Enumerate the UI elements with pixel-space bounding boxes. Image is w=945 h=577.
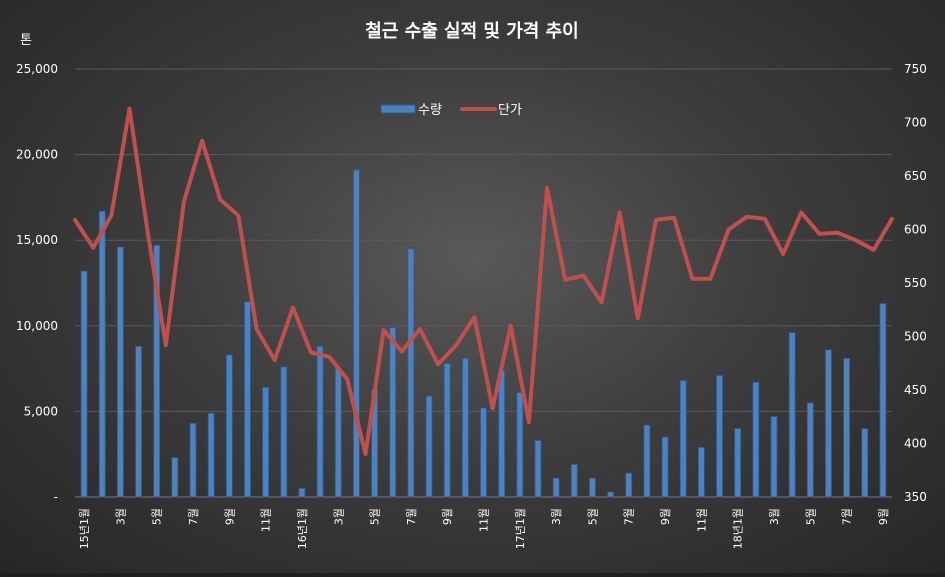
x-tick-label: 9월 — [659, 508, 672, 525]
bar — [480, 407, 487, 498]
bar — [534, 440, 542, 498]
bar — [80, 270, 88, 498]
x-tick-label: 3월 — [332, 508, 345, 525]
bar — [679, 380, 687, 498]
bar — [661, 436, 669, 498]
right-tick-label: 400 — [904, 437, 927, 451]
x-tick-label: 9월 — [223, 508, 236, 525]
legend-bar-label: 수량 — [418, 103, 442, 118]
bar — [625, 472, 633, 498]
x-tick-label: 3월 — [550, 508, 563, 525]
bar — [697, 446, 705, 498]
left-axis-ticks: - 5,000 10,000 15,000 20,000 25,000 — [16, 62, 58, 504]
x-tick-label: 5월 — [804, 508, 817, 525]
bar — [407, 248, 415, 498]
x-tick-label: 11월 — [695, 508, 708, 532]
right-axis-ticks: 350 400 450 500 550 600 650 700 750 — [904, 62, 927, 504]
bar — [244, 301, 251, 498]
bar — [298, 488, 306, 498]
x-tick-label: 7월 — [623, 508, 636, 525]
bar — [643, 424, 651, 498]
bar — [207, 412, 215, 498]
x-tick-label: 7월 — [841, 508, 854, 525]
bar — [189, 422, 197, 498]
bar — [879, 303, 887, 498]
left-tick-label: 20,000 — [16, 148, 58, 162]
bar — [861, 428, 869, 498]
x-tick-label: 11월 — [260, 508, 273, 532]
bar — [425, 395, 433, 498]
bar — [171, 457, 179, 498]
bar — [316, 345, 324, 498]
left-tick-label: 10,000 — [16, 319, 58, 333]
right-tick-label: 650 — [904, 169, 927, 183]
right-tick-label: 500 — [904, 330, 927, 344]
bar — [570, 464, 578, 498]
legend-bar-swatch — [380, 104, 416, 114]
bar — [461, 357, 469, 498]
bar — [280, 366, 288, 498]
bar — [498, 369, 506, 498]
bar — [334, 368, 342, 498]
bar — [770, 416, 778, 498]
bar — [589, 477, 596, 498]
x-tick-label: 11월 — [478, 508, 491, 532]
left-tick-label: 5,000 — [24, 404, 58, 418]
bar — [552, 477, 560, 498]
bar — [516, 392, 524, 498]
y-unit-label: 톤 — [20, 33, 32, 48]
right-tick-label: 700 — [904, 116, 927, 130]
bar — [443, 363, 451, 498]
x-tick-label: 3월 — [114, 508, 127, 525]
x-tick-label: 15년1월 — [78, 508, 91, 549]
bar — [734, 428, 742, 498]
x-tick-label: 17년1월 — [514, 508, 527, 549]
bar — [806, 402, 814, 498]
right-tick-label: 450 — [904, 383, 927, 397]
x-tick-label: 9월 — [877, 508, 890, 525]
right-tick-label: 750 — [904, 62, 927, 76]
bar — [825, 349, 832, 498]
bar — [135, 345, 142, 498]
bar — [153, 244, 161, 498]
legend: 수량 단가 — [380, 103, 522, 118]
left-tick-label: - — [54, 490, 58, 504]
bar — [607, 491, 614, 498]
legend-line-label: 단가 — [498, 103, 522, 118]
bar — [262, 387, 270, 498]
price-line — [73, 106, 894, 457]
x-tick-label: 3월 — [768, 508, 781, 525]
x-tick-label: 5월 — [151, 508, 164, 525]
bar — [788, 332, 796, 498]
left-tick-label: 25,000 — [16, 62, 58, 76]
right-tick-label: 350 — [904, 490, 927, 504]
x-tick-label: 5월 — [586, 508, 599, 525]
x-tick-label: 5월 — [369, 508, 382, 525]
bar — [353, 169, 360, 498]
bar — [389, 327, 397, 498]
x-tick-label: 7월 — [187, 508, 200, 525]
bar-series — [80, 169, 887, 498]
bar — [225, 354, 233, 498]
bar — [116, 246, 124, 498]
chart-title: 철근 수출 실적 및 가격 추이 — [365, 21, 579, 42]
x-tick-label: 9월 — [441, 508, 454, 525]
right-tick-label: 600 — [904, 223, 927, 237]
x-axis-ticks: 15년1월 3월 5월 7월 9월 11월 16년1월 3월 5월 7월 9월 11월 17년1월 3월 5… — [78, 508, 890, 549]
right-tick-label: 550 — [904, 276, 927, 290]
x-tick-label: 18년1월 — [732, 508, 745, 549]
bar — [752, 381, 760, 498]
left-tick-label: 15,000 — [16, 233, 58, 247]
bar — [843, 357, 851, 498]
bar — [716, 375, 723, 498]
line-series — [73, 106, 894, 457]
bar — [98, 210, 106, 498]
x-tick-label: 16년1월 — [296, 508, 309, 549]
x-tick-label: 7월 — [405, 508, 418, 525]
